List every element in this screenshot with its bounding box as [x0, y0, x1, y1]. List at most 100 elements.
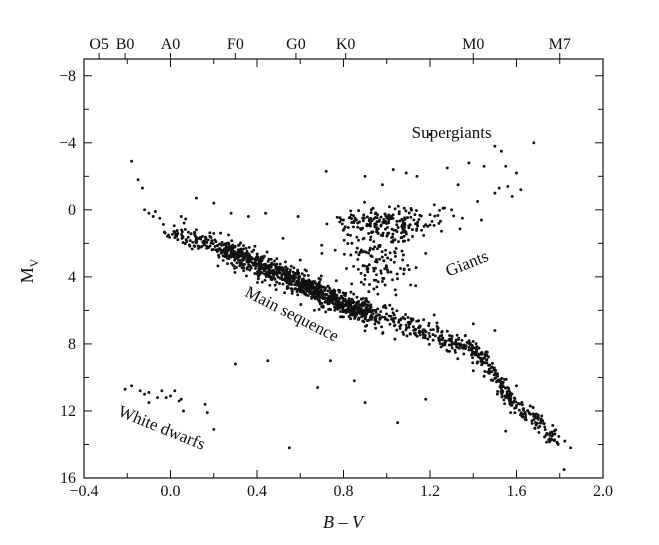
star-point: [528, 404, 532, 408]
star-point: [398, 324, 402, 328]
star-point: [417, 217, 421, 221]
star-point: [372, 278, 376, 282]
star-point: [384, 264, 388, 268]
star-point: [246, 258, 250, 261]
y-tick-label: 8: [68, 336, 76, 353]
star-point: [382, 221, 386, 225]
star-point: [179, 215, 183, 218]
star-point: [385, 234, 389, 238]
star-point: [377, 321, 381, 325]
star-point: [123, 387, 127, 391]
star-point: [287, 282, 291, 286]
star-point: [349, 233, 352, 237]
star-point: [407, 226, 411, 230]
star-point: [409, 317, 413, 321]
star-point: [412, 218, 416, 222]
star-point: [349, 253, 353, 257]
star-point: [550, 434, 554, 438]
star-point: [471, 322, 475, 326]
region-annotation: Giants: [443, 246, 491, 280]
star-point: [495, 392, 499, 396]
star-point: [147, 391, 151, 394]
star-point: [474, 342, 478, 346]
star-point: [352, 304, 356, 308]
star-point: [355, 295, 359, 299]
star-point: [365, 304, 369, 308]
star-point: [350, 221, 354, 224]
star-point: [510, 194, 514, 198]
star-point: [352, 214, 355, 218]
star-point: [285, 272, 289, 276]
star-point: [335, 293, 339, 297]
star-point: [231, 243, 235, 247]
star-point: [395, 328, 399, 332]
star-point: [282, 271, 286, 275]
star-point: [418, 333, 422, 337]
star-point: [459, 343, 463, 347]
star-point: [230, 239, 234, 243]
star-point: [453, 350, 457, 354]
star-point: [242, 269, 246, 273]
star-point: [376, 227, 380, 231]
star-point: [503, 394, 507, 398]
star-point: [387, 213, 391, 217]
star-point: [181, 235, 184, 238]
star-point: [373, 317, 377, 321]
star-point: [537, 426, 540, 429]
star-point: [407, 325, 411, 329]
star-point: [296, 215, 300, 218]
x-tick-label: 1.2: [420, 483, 440, 500]
star-point: [386, 270, 390, 274]
star-point: [288, 277, 291, 281]
star-point: [545, 440, 549, 444]
star-point: [253, 244, 257, 248]
star-point: [453, 348, 457, 352]
star-point: [496, 389, 500, 393]
star-point: [303, 274, 306, 277]
star-point: [173, 230, 177, 234]
star-point: [347, 315, 351, 319]
star-point: [421, 336, 425, 340]
star-point: [249, 255, 252, 259]
star-point: [372, 240, 376, 244]
star-point: [403, 229, 407, 233]
star-point: [369, 305, 373, 309]
star-point: [276, 268, 279, 272]
star-point: [275, 271, 279, 275]
star-point: [242, 244, 245, 248]
star-point: [320, 243, 324, 247]
star-point: [294, 276, 298, 279]
star-point: [406, 316, 410, 319]
star-point: [237, 243, 241, 247]
star-point: [418, 324, 422, 328]
star-point: [427, 321, 431, 325]
star-point: [428, 335, 432, 338]
star-point: [510, 403, 514, 407]
star-point: [543, 425, 547, 429]
star-point: [209, 241, 213, 245]
star-point: [547, 438, 551, 442]
star-point: [260, 265, 264, 269]
star-point: [472, 346, 476, 350]
star-point: [338, 305, 342, 309]
star-point: [382, 217, 386, 221]
star-point: [432, 223, 436, 227]
star-point: [302, 280, 306, 284]
star-point: [363, 302, 367, 306]
star-point: [471, 339, 475, 343]
star-point: [220, 240, 224, 244]
star-point: [384, 317, 387, 321]
star-point: [212, 427, 216, 431]
star-point: [368, 283, 371, 286]
star-point: [247, 260, 251, 264]
star-point: [295, 290, 299, 293]
star-point: [210, 248, 214, 252]
star-point: [375, 285, 379, 289]
star-point: [542, 422, 546, 425]
x-axis-label: B – V: [323, 512, 365, 532]
star-point: [483, 353, 487, 357]
region-annotation: Supergiants: [412, 123, 492, 142]
star-point: [189, 232, 193, 236]
star-point: [374, 326, 378, 330]
star-point: [395, 272, 399, 276]
